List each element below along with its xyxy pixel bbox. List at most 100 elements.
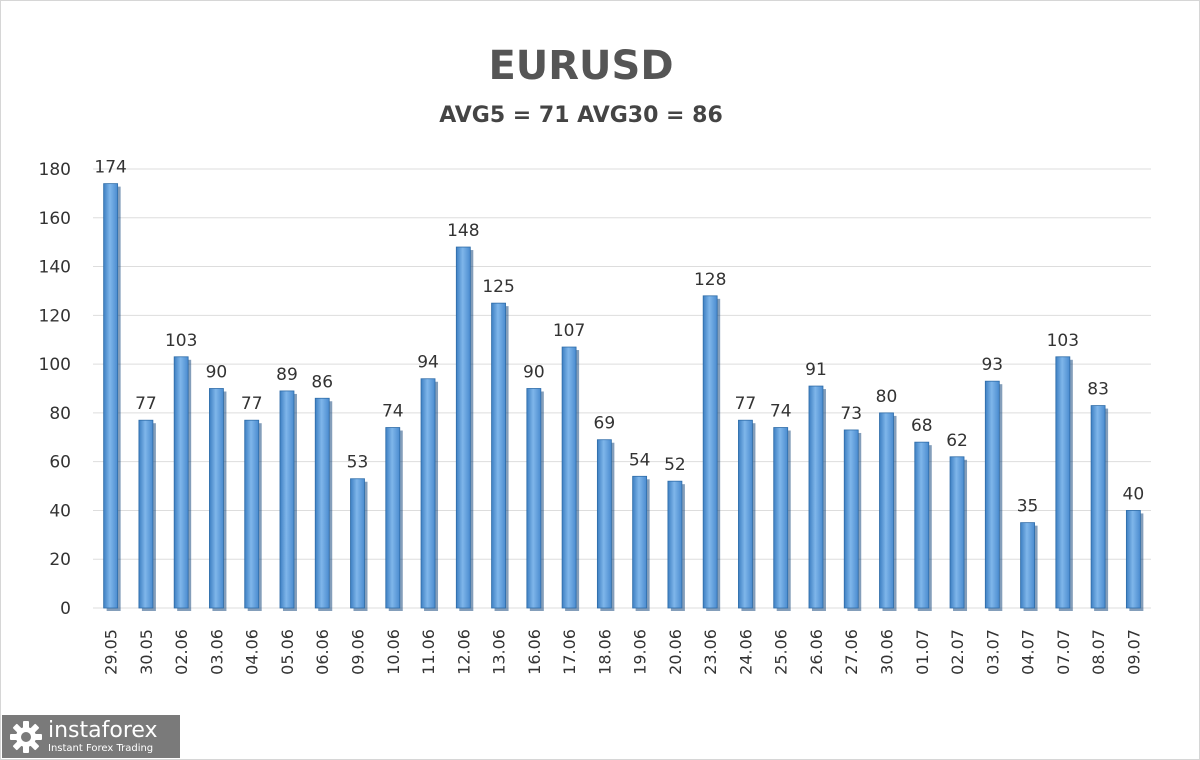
x-tick-label: 23.06 <box>701 629 720 675</box>
data-label: 125 <box>482 277 514 297</box>
bar <box>455 246 471 609</box>
bar <box>526 388 542 609</box>
logo-name: instaforex <box>48 717 158 743</box>
bar <box>561 346 577 609</box>
x-tick-label: 11.06 <box>419 629 438 675</box>
data-label: 77 <box>135 394 157 414</box>
bar <box>385 427 401 609</box>
x-tick-label: 07.07 <box>1054 629 1073 675</box>
data-label: 77 <box>241 394 263 414</box>
data-label: 77 <box>735 394 757 414</box>
x-tick-label: 02.07 <box>948 629 967 675</box>
data-label: 128 <box>694 270 726 290</box>
bar <box>420 378 436 609</box>
bar <box>244 419 260 609</box>
bar <box>314 397 330 609</box>
y-tick-label: 40 <box>49 501 71 521</box>
data-label: 90 <box>523 363 545 383</box>
x-tick-label: 20.06 <box>666 629 685 675</box>
x-tick-label: 03.07 <box>983 629 1002 675</box>
bar <box>1090 405 1106 609</box>
data-label: 91 <box>805 360 827 380</box>
bar <box>279 390 295 609</box>
data-labels: 174 77 103 90 77 89 86 53 74 94 148 125 90 107 69 54 52 1… <box>94 158 1144 517</box>
x-tick-label: 27.06 <box>842 629 861 675</box>
chart-title: EURUSD <box>488 43 673 89</box>
x-tick-label: 04.07 <box>1019 629 1038 675</box>
data-label: 40 <box>1123 484 1145 504</box>
data-label: 103 <box>165 331 197 351</box>
data-label: 62 <box>946 431 968 451</box>
bar <box>843 429 859 609</box>
y-tick-label: 140 <box>39 258 71 278</box>
data-label: 94 <box>417 353 439 373</box>
x-axis-ticks: 29.05 30.05 02.06 03.06 04.06 05.06 06.06 09.06… <box>102 629 1144 675</box>
gridlines <box>93 168 1151 609</box>
bar <box>1055 356 1071 609</box>
bar <box>491 302 506 609</box>
data-label: 174 <box>94 158 126 178</box>
x-tick-label: 30.06 <box>878 629 897 675</box>
x-tick-label: 17.06 <box>560 629 579 675</box>
x-tick-label: 10.06 <box>384 629 403 675</box>
x-tick-label: 26.06 <box>807 629 826 675</box>
y-tick-label: 160 <box>39 209 71 229</box>
bar <box>667 480 683 609</box>
bar <box>596 439 612 609</box>
x-tick-label: 29.05 <box>102 629 121 675</box>
bars <box>103 183 1144 612</box>
data-label: 35 <box>1017 497 1039 517</box>
x-tick-label: 02.06 <box>172 629 191 675</box>
bar <box>984 380 1000 609</box>
data-label: 148 <box>447 221 479 241</box>
x-tick-label: 19.06 <box>631 629 650 675</box>
x-tick-label: 25.06 <box>772 629 791 675</box>
x-tick-label: 18.06 <box>595 629 614 675</box>
bar <box>1125 510 1141 609</box>
data-label: 80 <box>876 387 898 407</box>
bar <box>879 412 894 609</box>
y-tick-label: 0 <box>60 599 71 619</box>
x-tick-label: 13.06 <box>490 629 509 675</box>
data-label: 68 <box>911 416 933 436</box>
data-label: 103 <box>1047 331 1079 351</box>
x-tick-label: 08.07 <box>1089 629 1108 675</box>
gear-icon <box>10 720 42 753</box>
x-tick-label: 09.06 <box>349 629 368 675</box>
data-label: 107 <box>553 321 585 341</box>
bar <box>702 295 718 609</box>
x-tick-label: 30.05 <box>137 629 156 675</box>
x-tick-label: 09.07 <box>1124 629 1143 675</box>
bar <box>138 419 154 609</box>
bar <box>173 356 189 609</box>
x-tick-label: 01.07 <box>913 629 932 675</box>
chart-subtitle: AVG5 = 71 AVG30 = 86 <box>439 103 723 128</box>
data-label: 74 <box>770 402 792 422</box>
x-tick-label: 16.06 <box>525 629 544 675</box>
y-tick-label: 120 <box>39 306 71 326</box>
data-label: 93 <box>981 355 1003 375</box>
y-tick-label: 20 <box>49 550 71 570</box>
bar <box>632 475 648 609</box>
data-label: 74 <box>382 402 404 422</box>
x-tick-label: 24.06 <box>736 629 755 675</box>
instaforex-logo: instaforex Instant Forex Trading <box>2 715 180 758</box>
bar <box>808 385 824 609</box>
x-tick-label: 04.06 <box>243 629 262 675</box>
y-tick-label: 100 <box>39 355 71 375</box>
bar <box>738 419 753 609</box>
data-label: 89 <box>276 365 298 385</box>
bar <box>949 456 965 609</box>
data-label: 54 <box>629 450 651 470</box>
data-label: 86 <box>311 372 333 392</box>
x-tick-label: 05.06 <box>278 629 297 675</box>
y-tick-label: 80 <box>49 404 71 424</box>
bar <box>350 478 365 609</box>
bar <box>103 183 119 609</box>
logo-tagline: Instant Forex Trading <box>48 742 154 754</box>
data-label: 83 <box>1087 380 1109 400</box>
bar <box>914 441 930 609</box>
y-tick-label: 60 <box>49 453 71 473</box>
data-label: 52 <box>664 455 686 475</box>
